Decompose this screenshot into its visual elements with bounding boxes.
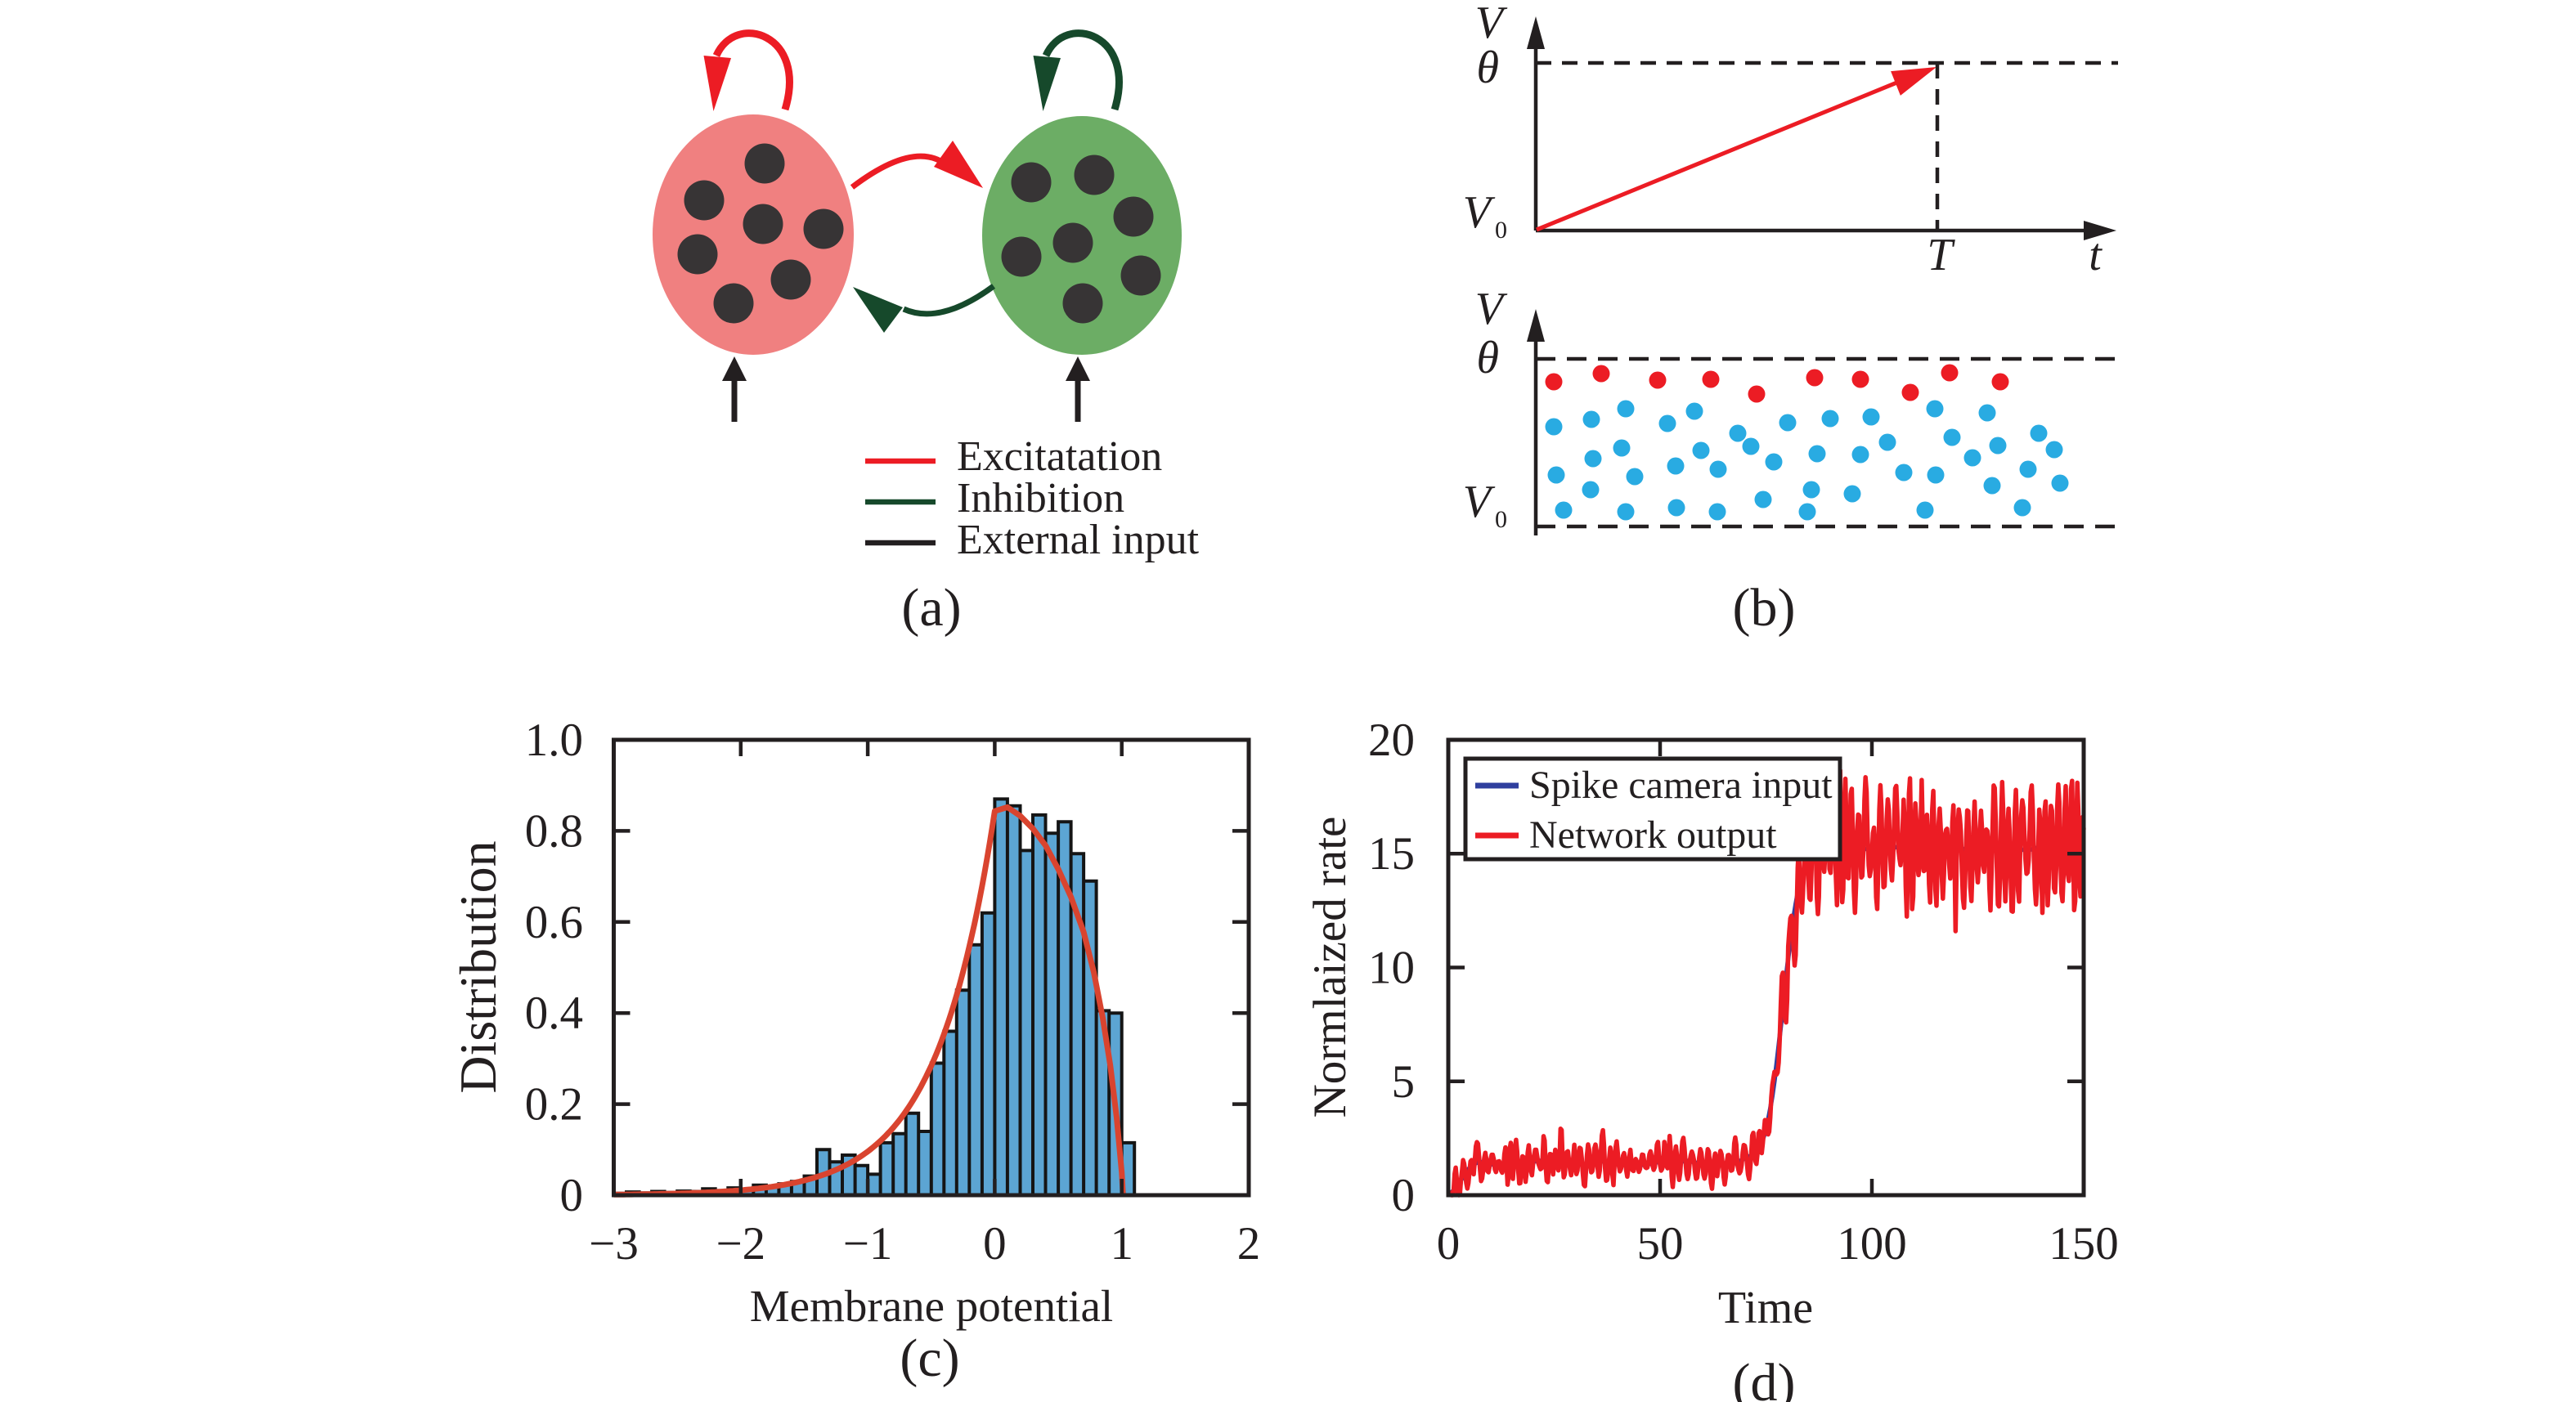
svg-text:V: V — [1475, 284, 1508, 334]
svg-text:Inhibition: Inhibition — [957, 475, 1124, 522]
svg-text:θ: θ — [1476, 43, 1499, 93]
svg-text:(d): (d) — [1733, 1353, 1796, 1402]
svg-text:V: V — [1463, 187, 1496, 238]
svg-text:(b): (b) — [1733, 578, 1796, 638]
svg-text:1: 1 — [1110, 1218, 1133, 1270]
svg-text:V: V — [1475, 0, 1508, 48]
svg-text:1.0: 1.0 — [525, 714, 583, 766]
svg-text:Distribution: Distribution — [449, 840, 507, 1093]
svg-text:20: 20 — [1368, 714, 1415, 766]
svg-text:Normlaized rate: Normlaized rate — [1304, 817, 1356, 1118]
svg-text:Spike camera input: Spike camera input — [1529, 764, 1833, 807]
svg-text:0: 0 — [983, 1218, 1007, 1270]
svg-text:Network output: Network output — [1529, 813, 1777, 857]
svg-text:10: 10 — [1368, 943, 1415, 994]
svg-text:0: 0 — [1437, 1218, 1461, 1270]
svg-text:50: 50 — [1637, 1218, 1684, 1270]
svg-text:(c): (c) — [900, 1328, 959, 1388]
svg-text:Time: Time — [1718, 1283, 1813, 1333]
svg-text:0: 0 — [560, 1170, 584, 1221]
svg-text:External input: External input — [957, 517, 1200, 563]
svg-text:2: 2 — [1237, 1218, 1261, 1270]
svg-text:0.8: 0.8 — [525, 805, 583, 857]
svg-text:15: 15 — [1368, 828, 1415, 880]
svg-text:−3: −3 — [589, 1218, 639, 1270]
svg-text:0: 0 — [1495, 217, 1507, 244]
svg-text:150: 150 — [2049, 1218, 2119, 1270]
svg-text:Membrane potential: Membrane potential — [750, 1281, 1113, 1331]
svg-text:5: 5 — [1392, 1056, 1416, 1108]
svg-text:−2: −2 — [716, 1218, 765, 1270]
svg-text:T: T — [1927, 230, 1955, 280]
svg-text:0.2: 0.2 — [525, 1079, 583, 1131]
svg-text:Excitatation: Excitatation — [957, 433, 1162, 480]
svg-text:0: 0 — [1495, 506, 1507, 533]
svg-text:−1: −1 — [843, 1218, 893, 1270]
svg-text:0: 0 — [1392, 1170, 1416, 1221]
svg-text:V: V — [1463, 477, 1496, 527]
svg-text:t: t — [2089, 230, 2103, 280]
svg-text:0.4: 0.4 — [525, 988, 583, 1039]
svg-text:(a): (a) — [901, 578, 961, 638]
svg-text:θ: θ — [1476, 333, 1499, 383]
svg-text:0.6: 0.6 — [525, 897, 583, 948]
svg-text:100: 100 — [1837, 1218, 1907, 1270]
